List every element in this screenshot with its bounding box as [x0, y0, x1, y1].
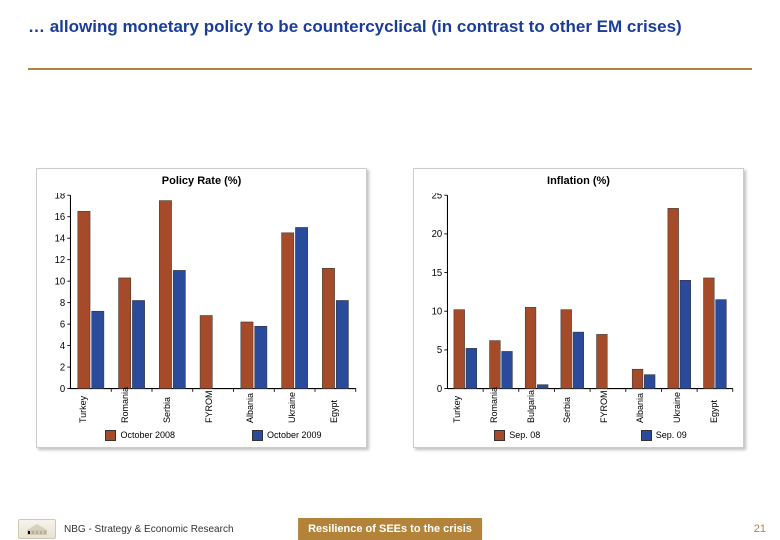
- legend-right: Sep. 08 Sep. 09: [444, 427, 737, 443]
- chart-title-left: Policy Rate (%): [43, 175, 360, 191]
- footer-center: Resilience of SEEs to the crisis: [298, 518, 482, 540]
- category-label: Albania: [234, 393, 276, 423]
- category-label: Serbia: [554, 393, 591, 423]
- legend-swatch-icon: [252, 430, 263, 441]
- legend-item: Sep. 08: [494, 430, 540, 441]
- svg-text:20: 20: [432, 229, 443, 240]
- svg-text:0: 0: [437, 384, 443, 393]
- svg-text:5: 5: [437, 345, 443, 356]
- legend-item: Sep. 09: [641, 430, 687, 441]
- legend-label: October 2009: [267, 430, 322, 440]
- svg-text:25: 25: [432, 193, 443, 202]
- slide: … allowing monetary policy to be counter…: [0, 0, 780, 540]
- category-label: Serbia: [151, 393, 193, 423]
- legend-label: Sep. 09: [656, 430, 687, 440]
- footer-left: NBG - Strategy & Economic Research: [0, 519, 234, 539]
- category-labels-left: TurkeyRomaniaSerbiaFYROMAlbaniaUkraineEg…: [67, 393, 360, 423]
- svg-text:14: 14: [55, 233, 66, 244]
- footer-source: NBG - Strategy & Economic Research: [64, 524, 234, 535]
- charts-row: Policy Rate (%) 024681012141618 TurkeyRo…: [36, 168, 744, 448]
- category-labels-right: TurkeyRomaniaBulgariaSerbiaFYROMAlbaniaU…: [444, 393, 737, 423]
- category-label: Ukraine: [276, 393, 318, 423]
- footer-page-number: 21: [754, 523, 766, 535]
- slide-title: … allowing monetary policy to be counter…: [28, 16, 752, 37]
- legend-left: October 2008 October 2009: [67, 427, 360, 443]
- legend-swatch-icon: [494, 430, 505, 441]
- legend-swatch-icon: [105, 430, 116, 441]
- svg-text:2: 2: [60, 362, 65, 373]
- category-label: Ukraine: [664, 393, 701, 423]
- svg-text:12: 12: [55, 255, 66, 266]
- svg-text:6: 6: [60, 319, 65, 330]
- plot-right: 0 5 10 15 20 25: [420, 193, 737, 393]
- category-label: Turkey: [444, 393, 481, 423]
- category-label: Egypt: [700, 393, 737, 423]
- category-label: Turkey: [67, 393, 109, 423]
- nbg-logo-icon: [18, 519, 56, 539]
- category-label: Romania: [481, 393, 518, 423]
- legend-item: October 2009: [252, 430, 322, 441]
- legend-item: October 2008: [105, 430, 175, 441]
- chart-inflation: Inflation (%) 0 5 10 15 20 25 TurkeyRomaniaBu…: [413, 168, 744, 448]
- svg-text:10: 10: [55, 276, 66, 287]
- plot-left: 0 2 4 6 8 10 12 14 16 18: [43, 193, 360, 393]
- legend-label: October 2008: [120, 430, 175, 440]
- category-label: FYROM: [193, 393, 235, 423]
- svg-text:8: 8: [60, 298, 65, 309]
- svg-text:15: 15: [432, 268, 443, 279]
- footer: NBG - Strategy & Economic Research Resil…: [0, 518, 780, 540]
- category-label: Bulgaria: [517, 393, 554, 423]
- category-label: Albania: [627, 393, 664, 423]
- chart-policy-rate: Policy Rate (%) 0 2 4 6 8 10 12 14 16 18 TurkeyRo…: [36, 168, 367, 448]
- title-underline: [28, 68, 752, 70]
- category-label: Romania: [109, 393, 151, 423]
- category-label: FYROM: [591, 393, 628, 423]
- svg-text:16: 16: [55, 212, 66, 223]
- chart-title-right: Inflation (%): [420, 175, 737, 191]
- svg-text:18: 18: [55, 193, 66, 202]
- svg-text:10: 10: [432, 306, 443, 317]
- legend-swatch-icon: [641, 430, 652, 441]
- category-label: Egypt: [318, 393, 360, 423]
- svg-text:0: 0: [60, 384, 66, 393]
- legend-label: Sep. 08: [509, 430, 540, 440]
- svg-text:4: 4: [60, 341, 66, 352]
